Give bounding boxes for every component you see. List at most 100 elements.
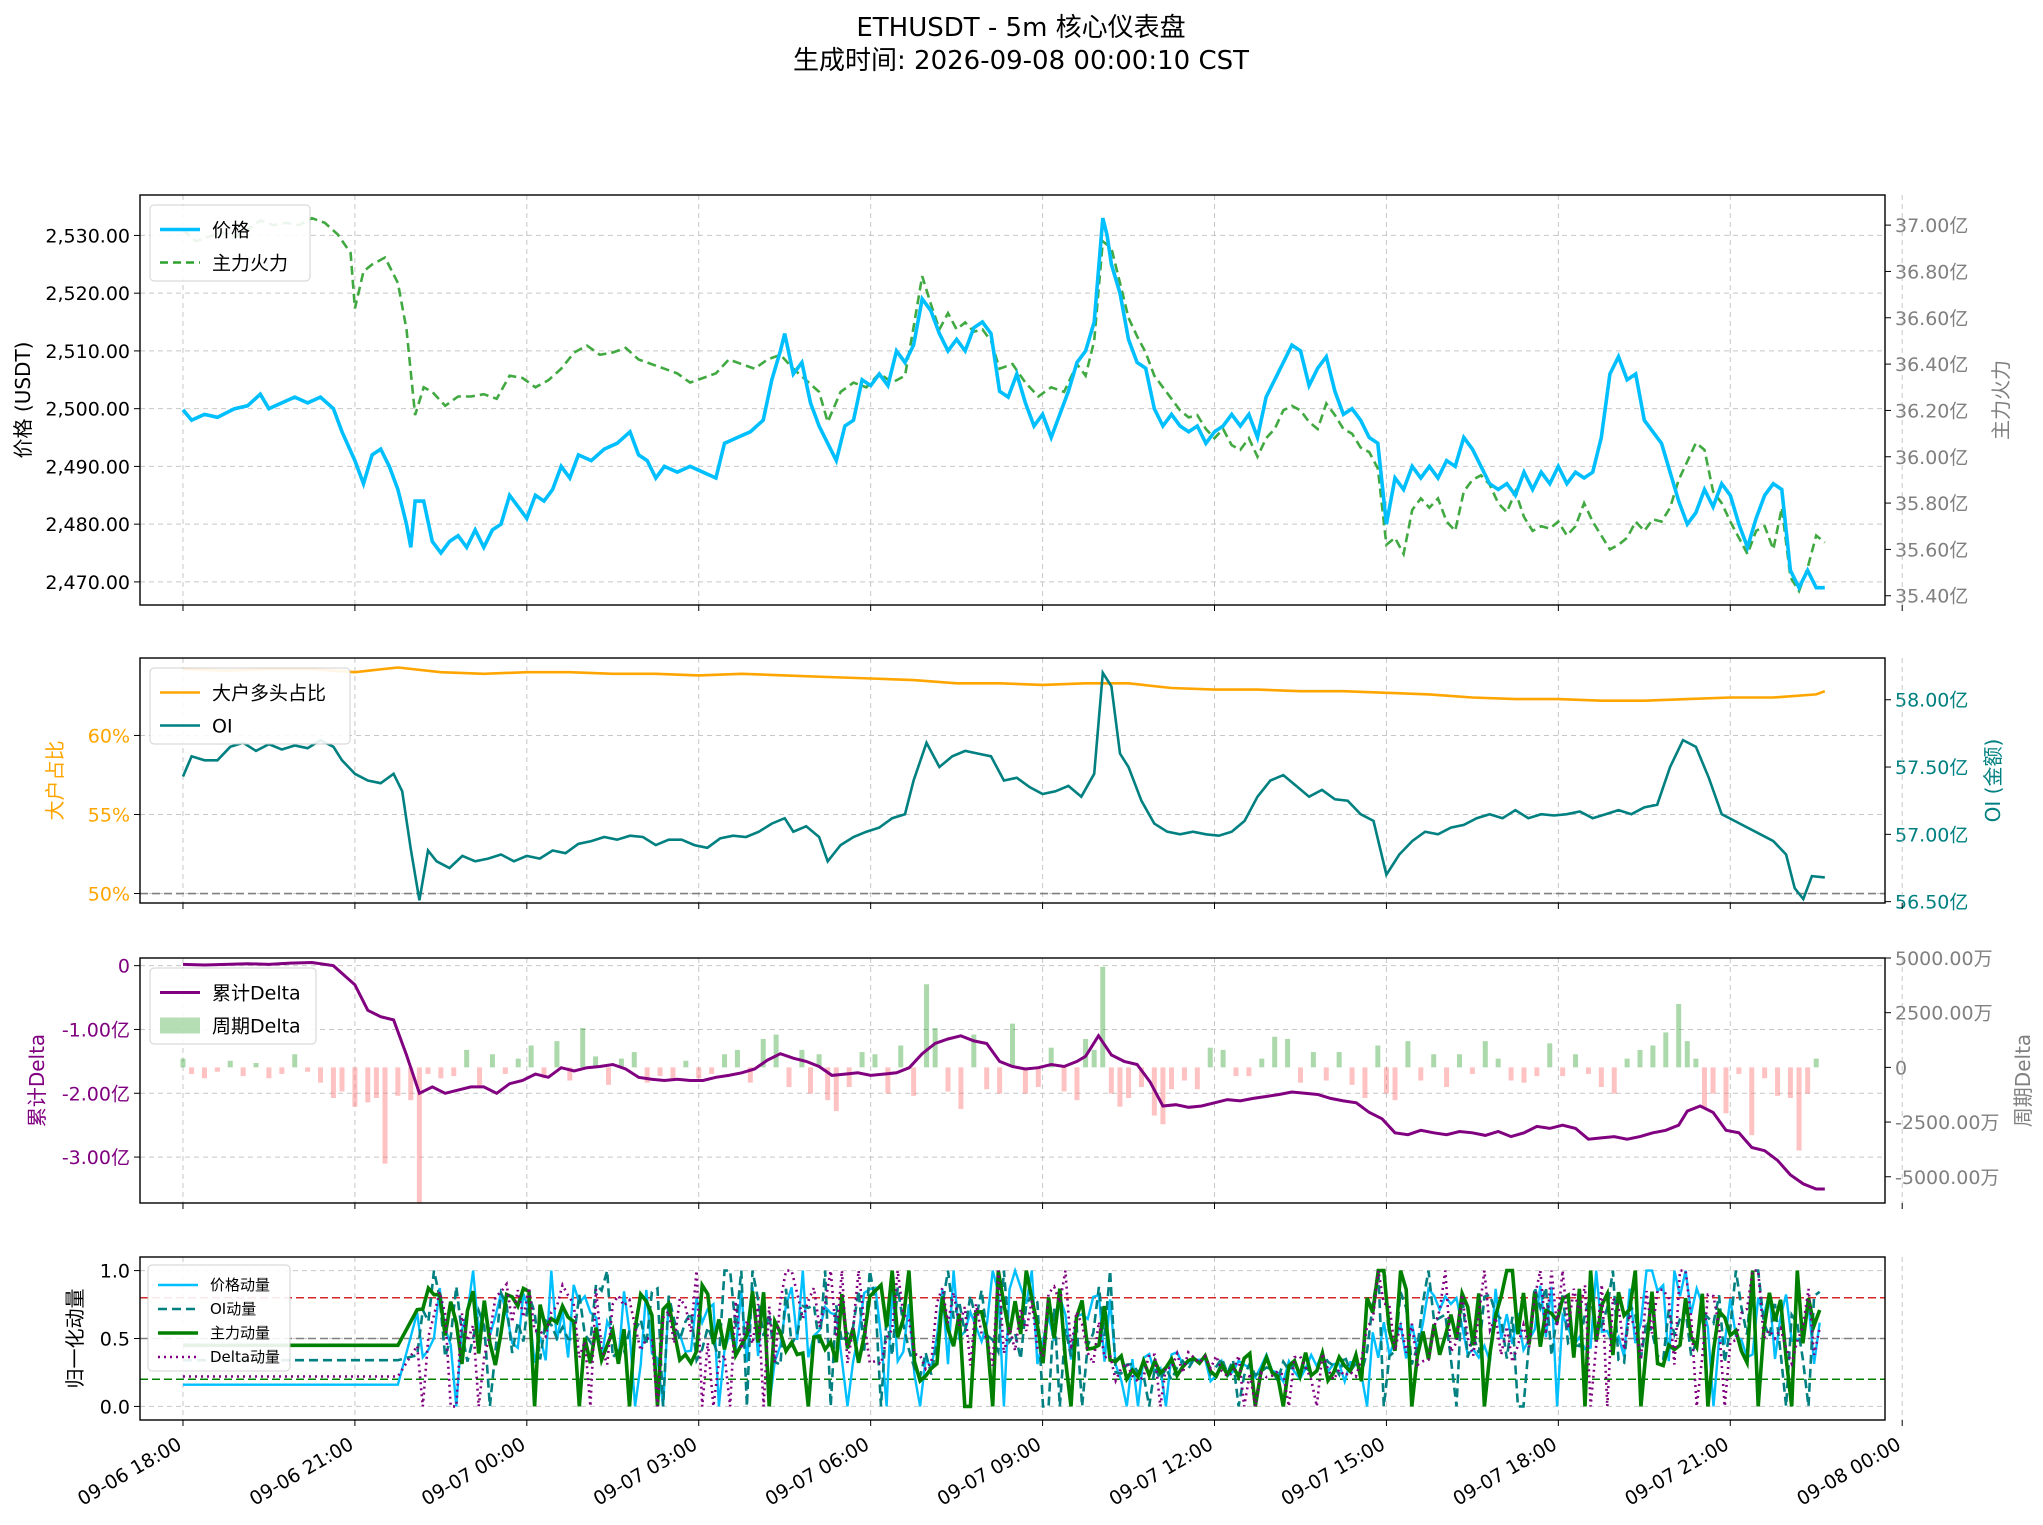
legend-box	[149, 967, 317, 1045]
period-delta-bar	[1108, 1067, 1114, 1094]
period-delta-bar	[1100, 966, 1106, 1068]
period-delta-bar	[330, 1067, 336, 1098]
period-delta-bar	[618, 1058, 624, 1068]
period-delta-bar	[489, 1054, 495, 1068]
x-tick-label: 09-06 18:00	[74, 1433, 185, 1510]
legend-label: Delta动量	[210, 1348, 280, 1366]
y2-tick-label: 35.40亿	[1895, 586, 1968, 608]
price-line	[181, 217, 1825, 592]
period-delta-bar	[395, 1067, 401, 1096]
y-tick-label: 1.0	[100, 1261, 130, 1283]
period-delta-bar	[1444, 1067, 1450, 1088]
period-delta-bar	[1701, 1067, 1707, 1109]
period-delta-bar	[1117, 1067, 1123, 1107]
legend-label: 大户多头占比	[212, 683, 326, 705]
period-delta-bar	[1762, 1067, 1768, 1079]
period-delta-bar	[1048, 1047, 1054, 1068]
x-tick-label: 09-07 15:00	[1277, 1433, 1388, 1510]
period-delta-bar	[631, 1052, 637, 1068]
period-delta-bar	[984, 1067, 990, 1090]
period-delta-bar	[1624, 1058, 1630, 1068]
y-tick-label: -3.00亿	[62, 1147, 130, 1169]
period-delta-bar	[1061, 1067, 1067, 1092]
y2-tick-label: 36.20亿	[1895, 400, 1968, 422]
period-delta-bar	[644, 1067, 650, 1083]
period-delta-bar	[846, 1067, 852, 1088]
y-tick-label: -1.00亿	[62, 1019, 130, 1041]
period-delta-bar	[1431, 1054, 1437, 1068]
period-delta-bar	[932, 1028, 938, 1068]
period-delta-bar	[1775, 1067, 1781, 1096]
period-delta-bar	[1736, 1067, 1742, 1074]
period-delta-bar	[266, 1067, 272, 1079]
period-delta-bar	[180, 1058, 186, 1068]
period-delta-bar	[1684, 1041, 1690, 1068]
y-tick-label: 60%	[88, 725, 130, 747]
main-force-axis-label: 主力火力	[1989, 360, 2013, 440]
period-delta-bar	[1362, 1067, 1368, 1098]
y2-tick-label: 58.00亿	[1895, 690, 1968, 712]
big-holder-ratio-line	[182, 666, 1826, 702]
period-delta-bar	[1710, 1067, 1716, 1094]
period-delta-bar	[515, 1058, 521, 1068]
period-delta-bar	[567, 1067, 573, 1081]
y2-tick-label: 0	[1895, 1057, 1907, 1079]
y-tick-label: 2,530.00	[45, 225, 130, 247]
period-delta-bar	[911, 1067, 917, 1096]
period-delta-bar	[657, 1067, 663, 1077]
period-delta-bar	[1508, 1067, 1514, 1081]
period-delta-bar	[709, 1067, 715, 1074]
period-delta-bar	[1181, 1067, 1187, 1081]
legend-label: 价格动量	[210, 1276, 270, 1294]
y2-tick-label: 57.50亿	[1895, 757, 1968, 779]
period-delta-bar	[253, 1063, 259, 1068]
period-delta-bar	[1392, 1067, 1398, 1101]
y-tick-label: 2,510.00	[45, 341, 130, 363]
period-delta-bar	[365, 1067, 371, 1103]
period-delta-bar	[760, 1038, 766, 1068]
period-delta-bar	[1160, 1067, 1166, 1125]
period-delta-bar	[1547, 1043, 1553, 1068]
period-delta-bar	[1297, 1067, 1303, 1083]
period-delta-bar	[339, 1067, 345, 1092]
period-delta-bar	[580, 1028, 586, 1068]
y-tick-label: 0.5	[100, 1329, 130, 1351]
legend-box	[149, 667, 351, 745]
x-tick-label: 09-07 09:00	[934, 1433, 1045, 1510]
period-delta-bar	[416, 1067, 422, 1203]
panel-frame-0	[139, 194, 1886, 606]
period-delta-bar	[214, 1067, 220, 1072]
period-delta-bar	[408, 1067, 414, 1101]
period-delta-bar	[451, 1067, 457, 1077]
period-delta-bar	[1495, 1058, 1501, 1068]
period-delta-bar	[816, 1054, 822, 1068]
period-delta-bar	[292, 1054, 298, 1068]
period-delta-bar	[305, 1067, 311, 1072]
period-delta-bar	[734, 1049, 740, 1068]
y2-tick-label: 2500.00万	[1895, 1003, 1993, 1025]
period-delta-bar	[1560, 1067, 1566, 1077]
x-tick-label: 09-07 00:00	[418, 1433, 529, 1510]
y-tick-label: -2.00亿	[62, 1083, 130, 1105]
period-delta-bar	[1482, 1041, 1488, 1068]
y-tick-label: 2,500.00	[45, 399, 130, 421]
legend-swatch	[160, 1017, 200, 1034]
y2-tick-label: 37.00亿	[1895, 215, 1968, 237]
period-delta-bar	[1259, 1058, 1265, 1068]
period-delta-bar	[1796, 1067, 1802, 1151]
period-delta-bar	[1813, 1058, 1819, 1068]
price-axis-label: 价格 (USDT)	[11, 342, 35, 459]
period-delta-bar	[722, 1054, 728, 1068]
oi-line	[181, 668, 1825, 902]
period-delta-bar	[670, 1067, 676, 1081]
period-delta-bar	[786, 1067, 792, 1088]
period-delta-bar	[1611, 1067, 1617, 1094]
oi-axis-label: OI (金额)	[1981, 739, 2005, 823]
period-delta-bar	[683, 1060, 689, 1068]
period-delta-bar	[554, 1041, 560, 1068]
legend-label: OI	[212, 716, 233, 738]
period-delta-bar	[240, 1067, 246, 1077]
y2-tick-label: 56.50亿	[1895, 892, 1968, 914]
period-delta-bar	[1521, 1067, 1527, 1083]
period-delta-bar	[1138, 1067, 1144, 1088]
